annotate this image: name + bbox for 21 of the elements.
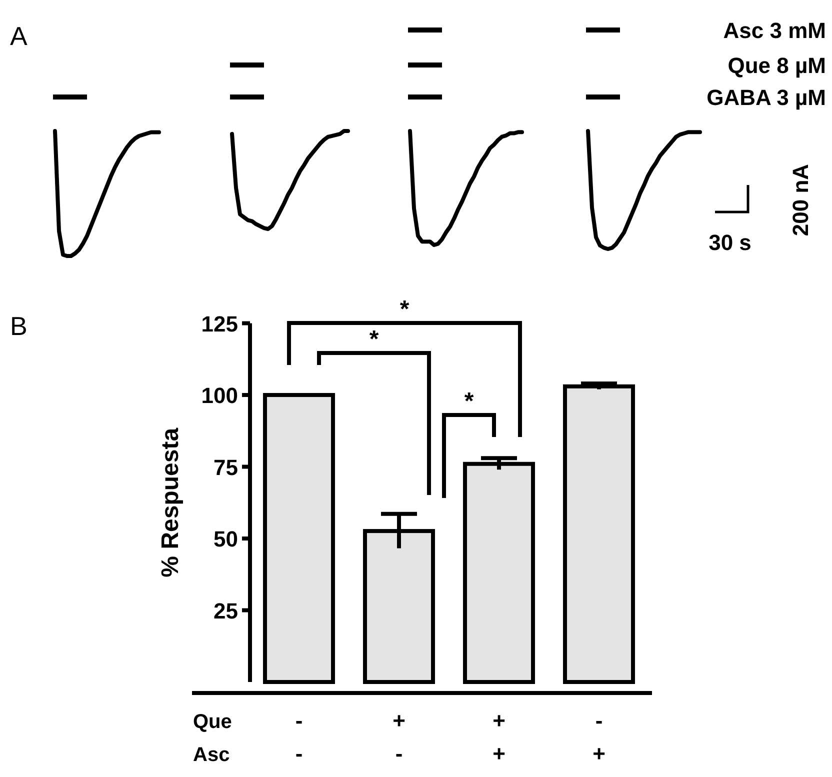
annotation: * (369, 326, 380, 353)
y-tick-label: 75 (214, 454, 238, 480)
text: A (10, 21, 28, 51)
text: B (10, 311, 28, 341)
text: 200 nA (788, 164, 813, 236)
text: GABA 3 µM (706, 85, 826, 110)
y-tick-label: 125 (201, 311, 238, 336)
y-tick-label: 100 (201, 383, 238, 408)
text: Que (193, 711, 232, 733)
x-tick-label: + - (392, 708, 406, 766)
text: 30 s (708, 230, 752, 255)
text: Que 8 µM (728, 53, 826, 78)
text: Asc (193, 744, 230, 766)
x-tick-label: - - (295, 708, 303, 766)
x-tick-label: - + (592, 708, 606, 766)
text: Asc 3 mM (723, 18, 826, 43)
y-axis-title: % Respuesta (157, 427, 184, 578)
x-tick-label: + + (492, 708, 506, 766)
y-tick-label: 25 (214, 598, 238, 624)
annotation: * (464, 388, 474, 415)
y-tick-label: 50 (214, 526, 238, 552)
